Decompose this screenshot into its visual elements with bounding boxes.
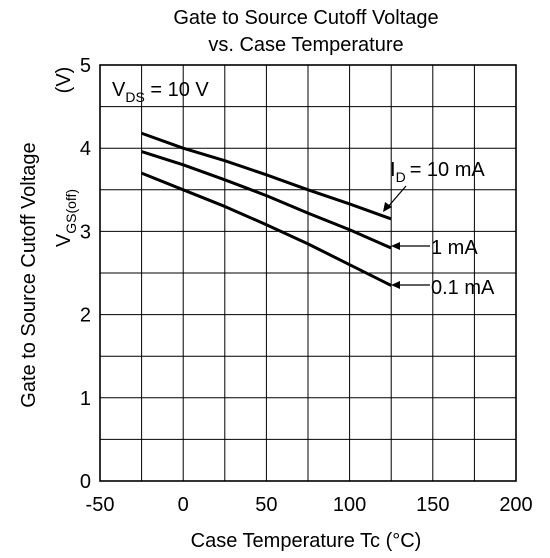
- x-axis-label: Case Temperature Tc (°C): [191, 530, 422, 552]
- y-tick-label: 5: [80, 55, 91, 77]
- condition-label: VDS = 10 V: [112, 79, 209, 105]
- curve-layer: [141, 131, 392, 287]
- y-axis-label-main: Gate to Source Cutoff Voltage: [18, 142, 40, 407]
- condition-sub: DS: [125, 89, 144, 105]
- y-tick-label: 0: [80, 471, 91, 493]
- plot-frame: [99, 64, 517, 482]
- arrow-1ma: [391, 242, 430, 250]
- condition-main: V: [112, 79, 126, 101]
- y-tick-label: 4: [80, 138, 91, 160]
- chart-title-line1: Gate to Source Cutoff Voltage: [173, 7, 438, 29]
- arrow-01ma: [391, 281, 430, 289]
- y-tick-label: 2: [80, 305, 91, 327]
- series-label-10ma: ID = 10 mA: [390, 159, 485, 185]
- y-tick-label: 1: [80, 388, 91, 410]
- grid-layer: [100, 65, 516, 481]
- series-label-10ma-sub: D: [396, 169, 406, 185]
- series-line-1: [141, 150, 392, 250]
- x-tick-label: -50: [86, 494, 115, 516]
- series-label-10ma-rest: = 10 mA: [410, 159, 486, 181]
- condition-value: = 10 V: [145, 79, 210, 101]
- series-label-1ma: 1 mA: [431, 237, 478, 259]
- chart-title-line2: vs. Case Temperature: [208, 34, 403, 56]
- x-tick-label: 50: [255, 494, 277, 516]
- y-axis-label-symbol: VGS(off): [53, 189, 79, 247]
- y-axis-sym-sub: GS(off): [63, 189, 79, 234]
- series-line-2: [141, 171, 392, 287]
- y-axis-sym-main: V: [53, 233, 75, 247]
- y-axis-label-unit: (V): [53, 67, 75, 94]
- x-tick-label: 200: [499, 494, 532, 516]
- x-tick-label: 0: [178, 494, 189, 516]
- y-tick-label: 3: [80, 221, 91, 243]
- series-label-10ma-main: I: [390, 159, 396, 181]
- x-tick-label: 100: [333, 494, 366, 516]
- x-tick-label: 150: [416, 494, 449, 516]
- series-label-01ma: 0.1 mA: [431, 277, 495, 299]
- arrow-10ma: [383, 185, 407, 212]
- series-line-0: [141, 131, 392, 221]
